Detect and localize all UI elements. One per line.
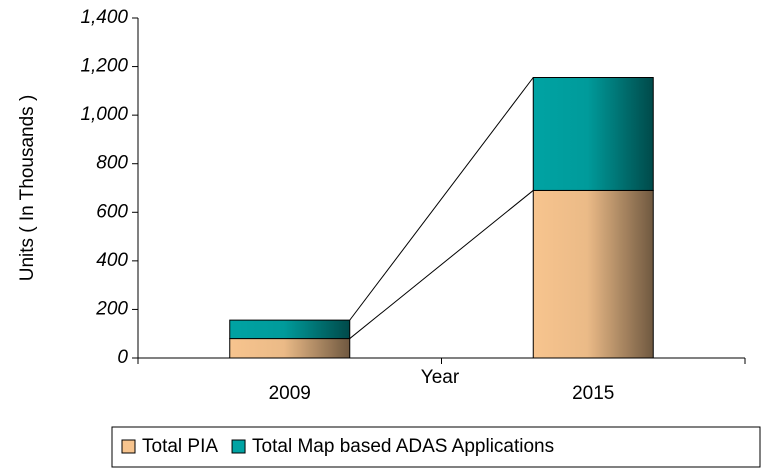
bar-shade [229,338,351,359]
x-tick-label: 2009 [269,383,311,404]
legend-box [111,426,761,468]
series-line [349,190,534,339]
y-tick-label: 600 [96,201,128,222]
legend-label: Total PIA [142,436,218,457]
y-tick-label: 800 [96,153,128,174]
y-tick-label: 1,000 [80,104,128,125]
series-line [349,77,534,321]
x-tick-label: 2015 [572,383,614,404]
bar-shade [229,319,351,340]
legend-swatch [121,439,136,454]
x-axis-label: Year [421,367,460,388]
y-tick-label: 0 [117,347,128,368]
bar-shade [532,189,654,359]
y-tick-label: 200 [95,298,128,319]
legend-swatch [231,439,246,454]
bar-shade [532,77,654,191]
legend-label: Total Map based ADAS Applications [252,436,554,457]
y-tick-label: 1,200 [80,56,128,77]
y-tick-label: 400 [96,250,128,271]
y-axis-label: Units ( In Thousands ) [17,95,38,282]
y-tick-label: 1,400 [80,7,128,28]
